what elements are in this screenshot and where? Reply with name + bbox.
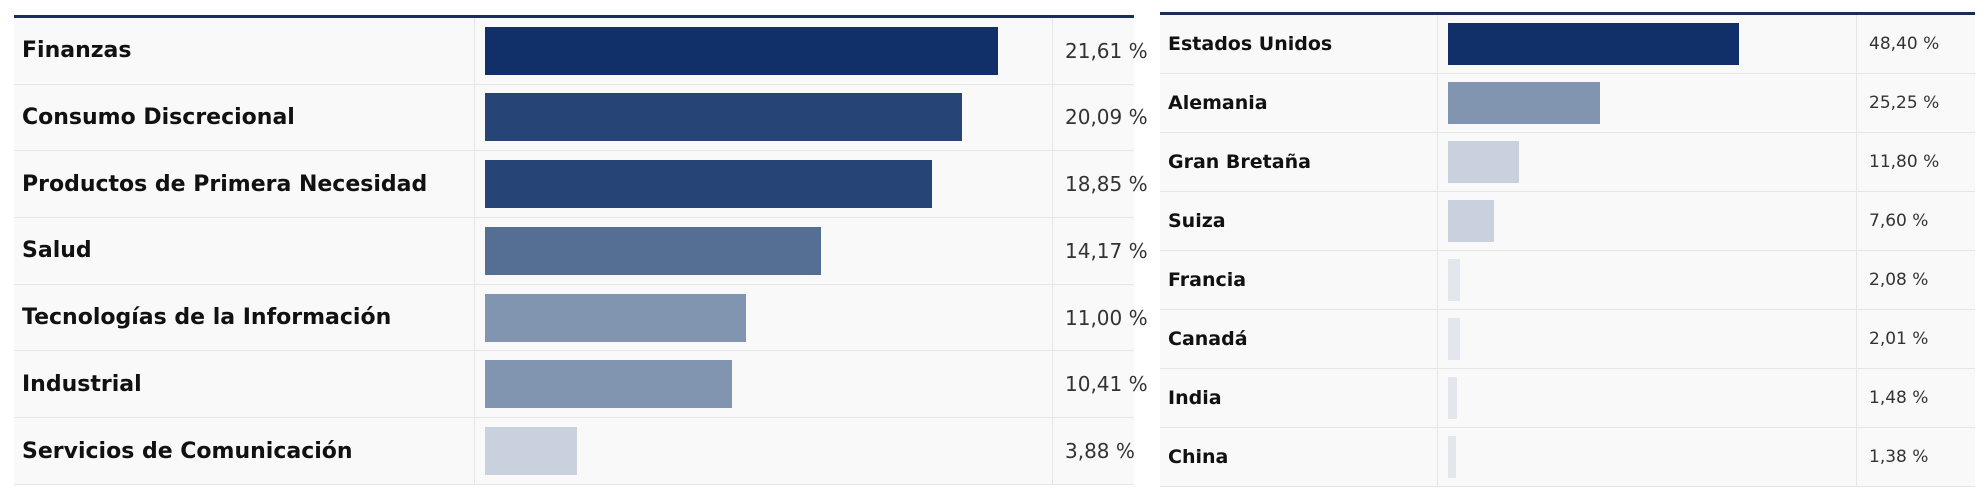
bar	[485, 160, 933, 209]
table-row: Francia 2,08 %	[1160, 250, 1975, 310]
category-label: Industrial	[14, 350, 475, 419]
value-label: 3,88 %	[1052, 417, 1135, 485]
value-label: 7,60 %	[1856, 191, 1975, 251]
category-label: Productos de Primera Necesidad	[14, 150, 475, 219]
bar-cell	[1437, 250, 1857, 310]
bar-cell	[474, 217, 1053, 285]
bar-cell	[474, 417, 1053, 485]
table-row: Gran Bretaña 11,80 %	[1160, 132, 1975, 192]
value-label: 10,41 %	[1052, 350, 1148, 419]
table-row: Productos de Primera Necesidad 18,85 %	[14, 150, 1148, 219]
category-label: Finanzas	[14, 18, 475, 85]
bar-cell	[1437, 15, 1857, 74]
table-row: Salud 14,17 %	[14, 217, 1148, 285]
bar	[1448, 317, 1461, 360]
table-row: Alemania 25,25 %	[1160, 73, 1975, 133]
bar-cell	[1437, 73, 1857, 133]
sector-rows: Finanzas 21,61 % Consumo Discrecional 20,09…	[14, 18, 1148, 485]
bar-cell	[474, 350, 1053, 419]
table-row: Suiza 7,60 %	[1160, 191, 1975, 251]
value-label: 18,85 %	[1052, 150, 1148, 219]
category-label: India	[1160, 368, 1438, 428]
category-label: Estados Unidos	[1160, 15, 1438, 74]
bar	[485, 93, 962, 142]
category-label: Canadá	[1160, 309, 1438, 369]
bar-cell	[474, 18, 1053, 85]
table-row: India 1,48 %	[1160, 368, 1975, 428]
value-label: 2,01 %	[1856, 309, 1975, 369]
category-label: China	[1160, 427, 1438, 488]
bar	[1448, 435, 1457, 478]
table-row: Canadá 2,01 %	[1160, 309, 1975, 369]
bar	[1448, 376, 1457, 419]
category-label: Suiza	[1160, 191, 1438, 251]
bar	[485, 226, 822, 275]
bar-cell	[1437, 132, 1857, 192]
table-row: Servicios de Comunicación 3,88 %	[14, 417, 1135, 485]
table-row: Industrial 10,41 %	[14, 350, 1148, 419]
bar	[1448, 258, 1461, 301]
bar	[485, 360, 733, 409]
bar-cell	[1437, 427, 1857, 488]
value-label: 11,00 %	[1052, 284, 1148, 352]
category-label: Servicios de Comunicación	[14, 417, 475, 485]
table-row: Estados Unidos 48,40 %	[1160, 15, 1975, 74]
category-label: Gran Bretaña	[1160, 132, 1438, 192]
category-label: Tecnologías de la Información	[14, 284, 475, 352]
category-label: Francia	[1160, 250, 1438, 310]
table-row: Finanzas 21,61 %	[14, 18, 1148, 85]
value-label: 11,80 %	[1856, 132, 1975, 192]
bar	[1448, 140, 1519, 183]
bar	[1448, 22, 1739, 65]
bar-cell	[1437, 191, 1857, 251]
value-label: 2,08 %	[1856, 250, 1975, 310]
bar	[1448, 199, 1494, 242]
value-label: 20,09 %	[1052, 84, 1148, 152]
bar-cell	[1437, 309, 1857, 369]
category-label: Salud	[14, 217, 475, 285]
bar	[485, 293, 747, 342]
bar	[485, 427, 578, 476]
bar-cell	[474, 150, 1053, 219]
value-label: 25,25 %	[1856, 73, 1975, 133]
value-label: 48,40 %	[1856, 15, 1975, 74]
country-allocation-table: Estados Unidos 48,40 % Alemania 25,25 % Gran…	[1160, 12, 1975, 488]
value-label: 21,61 %	[1052, 18, 1148, 85]
country-rows: Estados Unidos 48,40 % Alemania 25,25 % Gran…	[1160, 15, 1975, 488]
bar	[1448, 81, 1600, 124]
table-row: Tecnologías de la Información 11,00 %	[14, 284, 1148, 352]
bar-cell	[1437, 368, 1857, 428]
bar-cell	[474, 284, 1053, 352]
value-label: 1,48 %	[1856, 368, 1975, 428]
value-label: 1,38 %	[1856, 427, 1975, 488]
category-label: Alemania	[1160, 73, 1438, 133]
category-label: Consumo Discrecional	[14, 84, 475, 152]
bar	[485, 26, 998, 75]
value-label: 14,17 %	[1052, 217, 1148, 285]
bar-cell	[474, 84, 1053, 152]
sector-allocation-table: Finanzas 21,61 % Consumo Discrecional 20,09…	[14, 15, 1148, 485]
table-row: Consumo Discrecional 20,09 %	[14, 84, 1148, 152]
table-row: China 1,38 %	[1160, 427, 1975, 488]
